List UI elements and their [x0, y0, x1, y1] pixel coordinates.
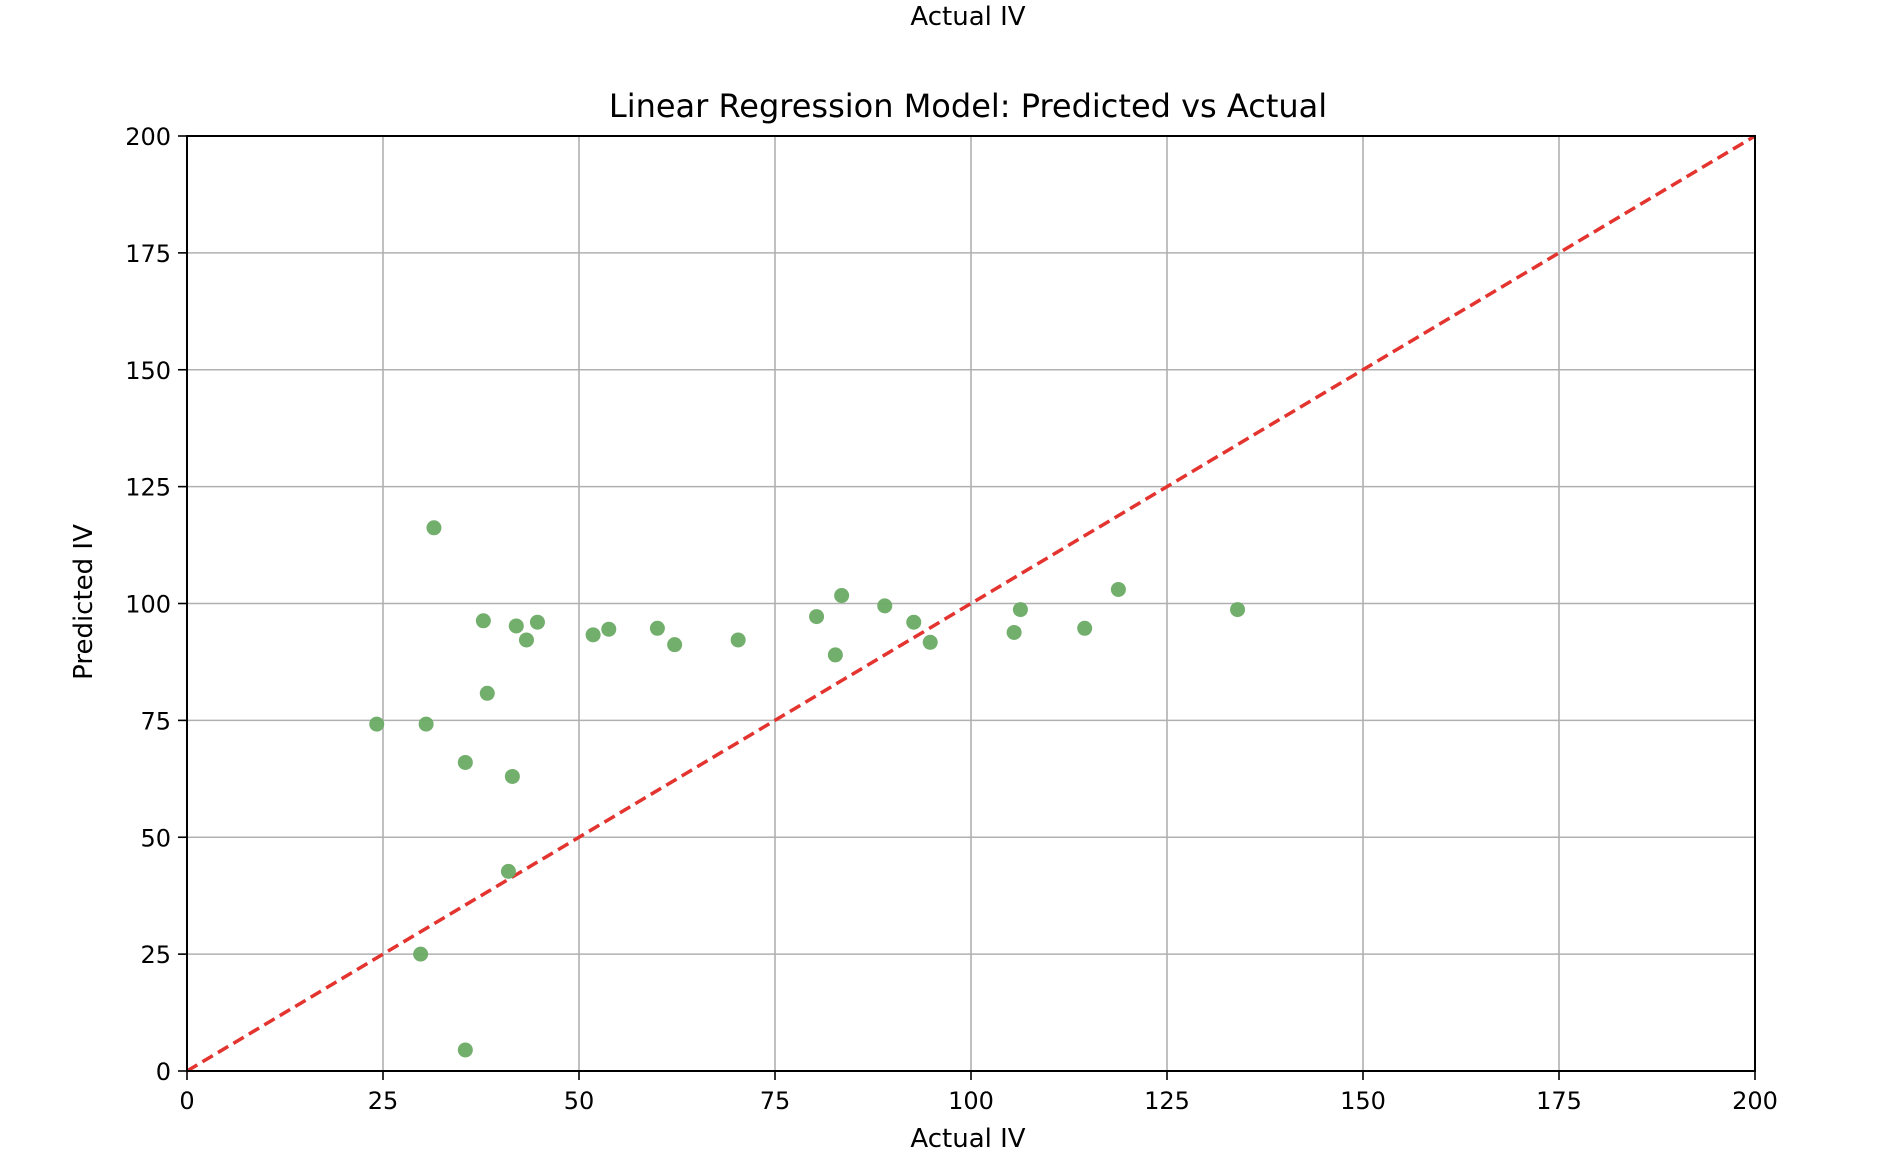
header-text: Actual IV — [910, 2, 1025, 32]
y-tick-label: 75 — [140, 707, 171, 735]
data-point — [601, 621, 617, 637]
y-axis-ticks: 0 25 50 75 100 125 150 175 200 — [125, 123, 187, 1086]
data-point — [730, 632, 746, 648]
data-point — [529, 614, 545, 630]
data-point — [508, 618, 524, 634]
y-tick-label: 175 — [125, 240, 171, 268]
chart-title: Linear Regression Model: Predicted vs Ac… — [609, 87, 1327, 125]
x-tick-label: 50 — [564, 1087, 595, 1115]
data-point — [457, 754, 473, 770]
x-tick-label: 175 — [1536, 1087, 1582, 1115]
data-point — [922, 634, 938, 650]
x-tick-label: 150 — [1340, 1087, 1386, 1115]
data-point — [413, 946, 429, 962]
data-point — [479, 685, 495, 701]
y-tick-label: 25 — [140, 941, 171, 969]
x-tick-label: 0 — [179, 1087, 194, 1115]
data-point — [1110, 581, 1126, 597]
data-point — [1077, 620, 1093, 636]
data-point — [827, 647, 843, 663]
reference-line — [186, 134, 1756, 1073]
y-tick-label: 0 — [156, 1058, 171, 1086]
data-point — [834, 588, 850, 604]
plot-frame — [186, 135, 1756, 1072]
x-axis-ticks: 0 25 50 75 100 125 150 175 200 — [179, 1071, 1778, 1115]
data-point — [906, 614, 922, 630]
x-tick-label: 100 — [948, 1087, 994, 1115]
data-point — [1006, 624, 1022, 640]
y-tick-label: 200 — [125, 123, 171, 151]
data-point — [1012, 602, 1028, 618]
data-point — [1230, 602, 1246, 618]
x-tick-label: 75 — [760, 1087, 791, 1115]
data-point — [877, 598, 893, 614]
data-point — [426, 520, 442, 536]
data-point — [518, 632, 534, 648]
data-point — [649, 620, 665, 636]
data-points — [369, 520, 1246, 1058]
data-point — [475, 613, 491, 629]
y-tick-label: 150 — [125, 357, 171, 385]
x-tick-label: 200 — [1732, 1087, 1778, 1115]
data-point — [585, 627, 601, 643]
y-tick-label: 100 — [125, 591, 171, 619]
data-point — [504, 768, 520, 784]
data-point — [418, 716, 434, 732]
data-point — [369, 716, 385, 732]
data-point — [809, 609, 825, 625]
x-tick-label: 25 — [368, 1087, 399, 1115]
y-tick-label: 50 — [140, 824, 171, 852]
y-tick-label: 125 — [125, 474, 171, 502]
y-axis-label: Predicted IV — [69, 524, 99, 680]
data-point — [457, 1042, 473, 1058]
data-point — [500, 863, 516, 879]
x-tick-label: 125 — [1144, 1087, 1190, 1115]
data-point — [667, 637, 683, 653]
x-axis-label: Actual IV — [910, 1124, 1025, 1154]
